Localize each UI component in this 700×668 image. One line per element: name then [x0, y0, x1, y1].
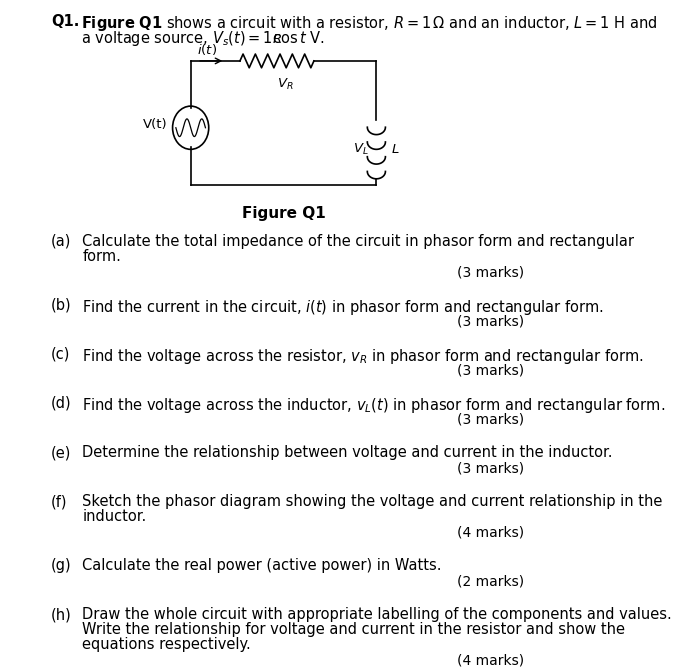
Text: $V_L$: $V_L$	[353, 142, 368, 157]
Text: $L$: $L$	[391, 143, 400, 156]
Text: equations respectively.: equations respectively.	[82, 637, 251, 652]
Text: (3 marks): (3 marks)	[457, 413, 524, 427]
Text: (2 marks): (2 marks)	[457, 574, 524, 589]
Text: (3 marks): (3 marks)	[457, 462, 524, 476]
Text: Find the current in the circuit, $i(t)$ in phasor form and rectangular form.: Find the current in the circuit, $i(t)$ …	[82, 298, 604, 317]
Text: Calculate the total impedance of the circuit in phasor form and rectangular: Calculate the total impedance of the cir…	[82, 234, 634, 249]
Text: (a): (a)	[51, 234, 71, 249]
Text: (4 marks): (4 marks)	[457, 526, 524, 540]
Text: (g): (g)	[51, 558, 71, 573]
Text: (h): (h)	[51, 607, 71, 622]
Text: Sketch the phasor diagram showing the voltage and current relationship in the: Sketch the phasor diagram showing the vo…	[82, 494, 663, 509]
Text: form.: form.	[82, 248, 121, 264]
Text: $V_R$: $V_R$	[277, 77, 293, 92]
Text: $i(t)$: $i(t)$	[197, 42, 217, 57]
Text: (c): (c)	[51, 347, 70, 362]
Text: (e): (e)	[51, 445, 71, 460]
Text: (3 marks): (3 marks)	[457, 363, 524, 377]
Text: $\mathbf{Figure\ Q1}$ shows a circuit with a resistor, $R = 1\,\Omega$ and an in: $\mathbf{Figure\ Q1}$ shows a circuit wi…	[80, 14, 657, 33]
Text: (3 marks): (3 marks)	[457, 315, 524, 329]
Text: (4 marks): (4 marks)	[457, 653, 524, 667]
Text: Find the voltage across the resistor, $v_R$ in phasor form and rectangular form.: Find the voltage across the resistor, $v…	[82, 347, 644, 366]
Text: Find the voltage across the inductor, $v_L(t)$ in phasor form and rectangular fo: Find the voltage across the inductor, $v…	[82, 396, 666, 415]
Text: Determine the relationship between voltage and current in the inductor.: Determine the relationship between volta…	[82, 445, 612, 460]
Text: (f): (f)	[51, 494, 67, 509]
Text: (d): (d)	[51, 396, 71, 411]
Text: Q1.: Q1.	[51, 14, 79, 29]
Text: Write the relationship for voltage and current in the resistor and show the: Write the relationship for voltage and c…	[82, 622, 625, 637]
Text: inductor.: inductor.	[82, 509, 146, 524]
Text: a voltage source, $V_s(t) = 1\cos t$ V.: a voltage source, $V_s(t) = 1\cos t$ V.	[80, 29, 324, 49]
Text: $R$: $R$	[272, 33, 282, 46]
Text: Figure Q1: Figure Q1	[241, 206, 326, 221]
Text: (3 marks): (3 marks)	[457, 265, 524, 279]
Text: (b): (b)	[51, 298, 71, 313]
Text: Calculate the real power (active power) in Watts.: Calculate the real power (active power) …	[82, 558, 442, 573]
Text: V(t): V(t)	[143, 118, 167, 132]
Text: Draw the whole circuit with appropriate labelling of the components and values.: Draw the whole circuit with appropriate …	[82, 607, 672, 622]
